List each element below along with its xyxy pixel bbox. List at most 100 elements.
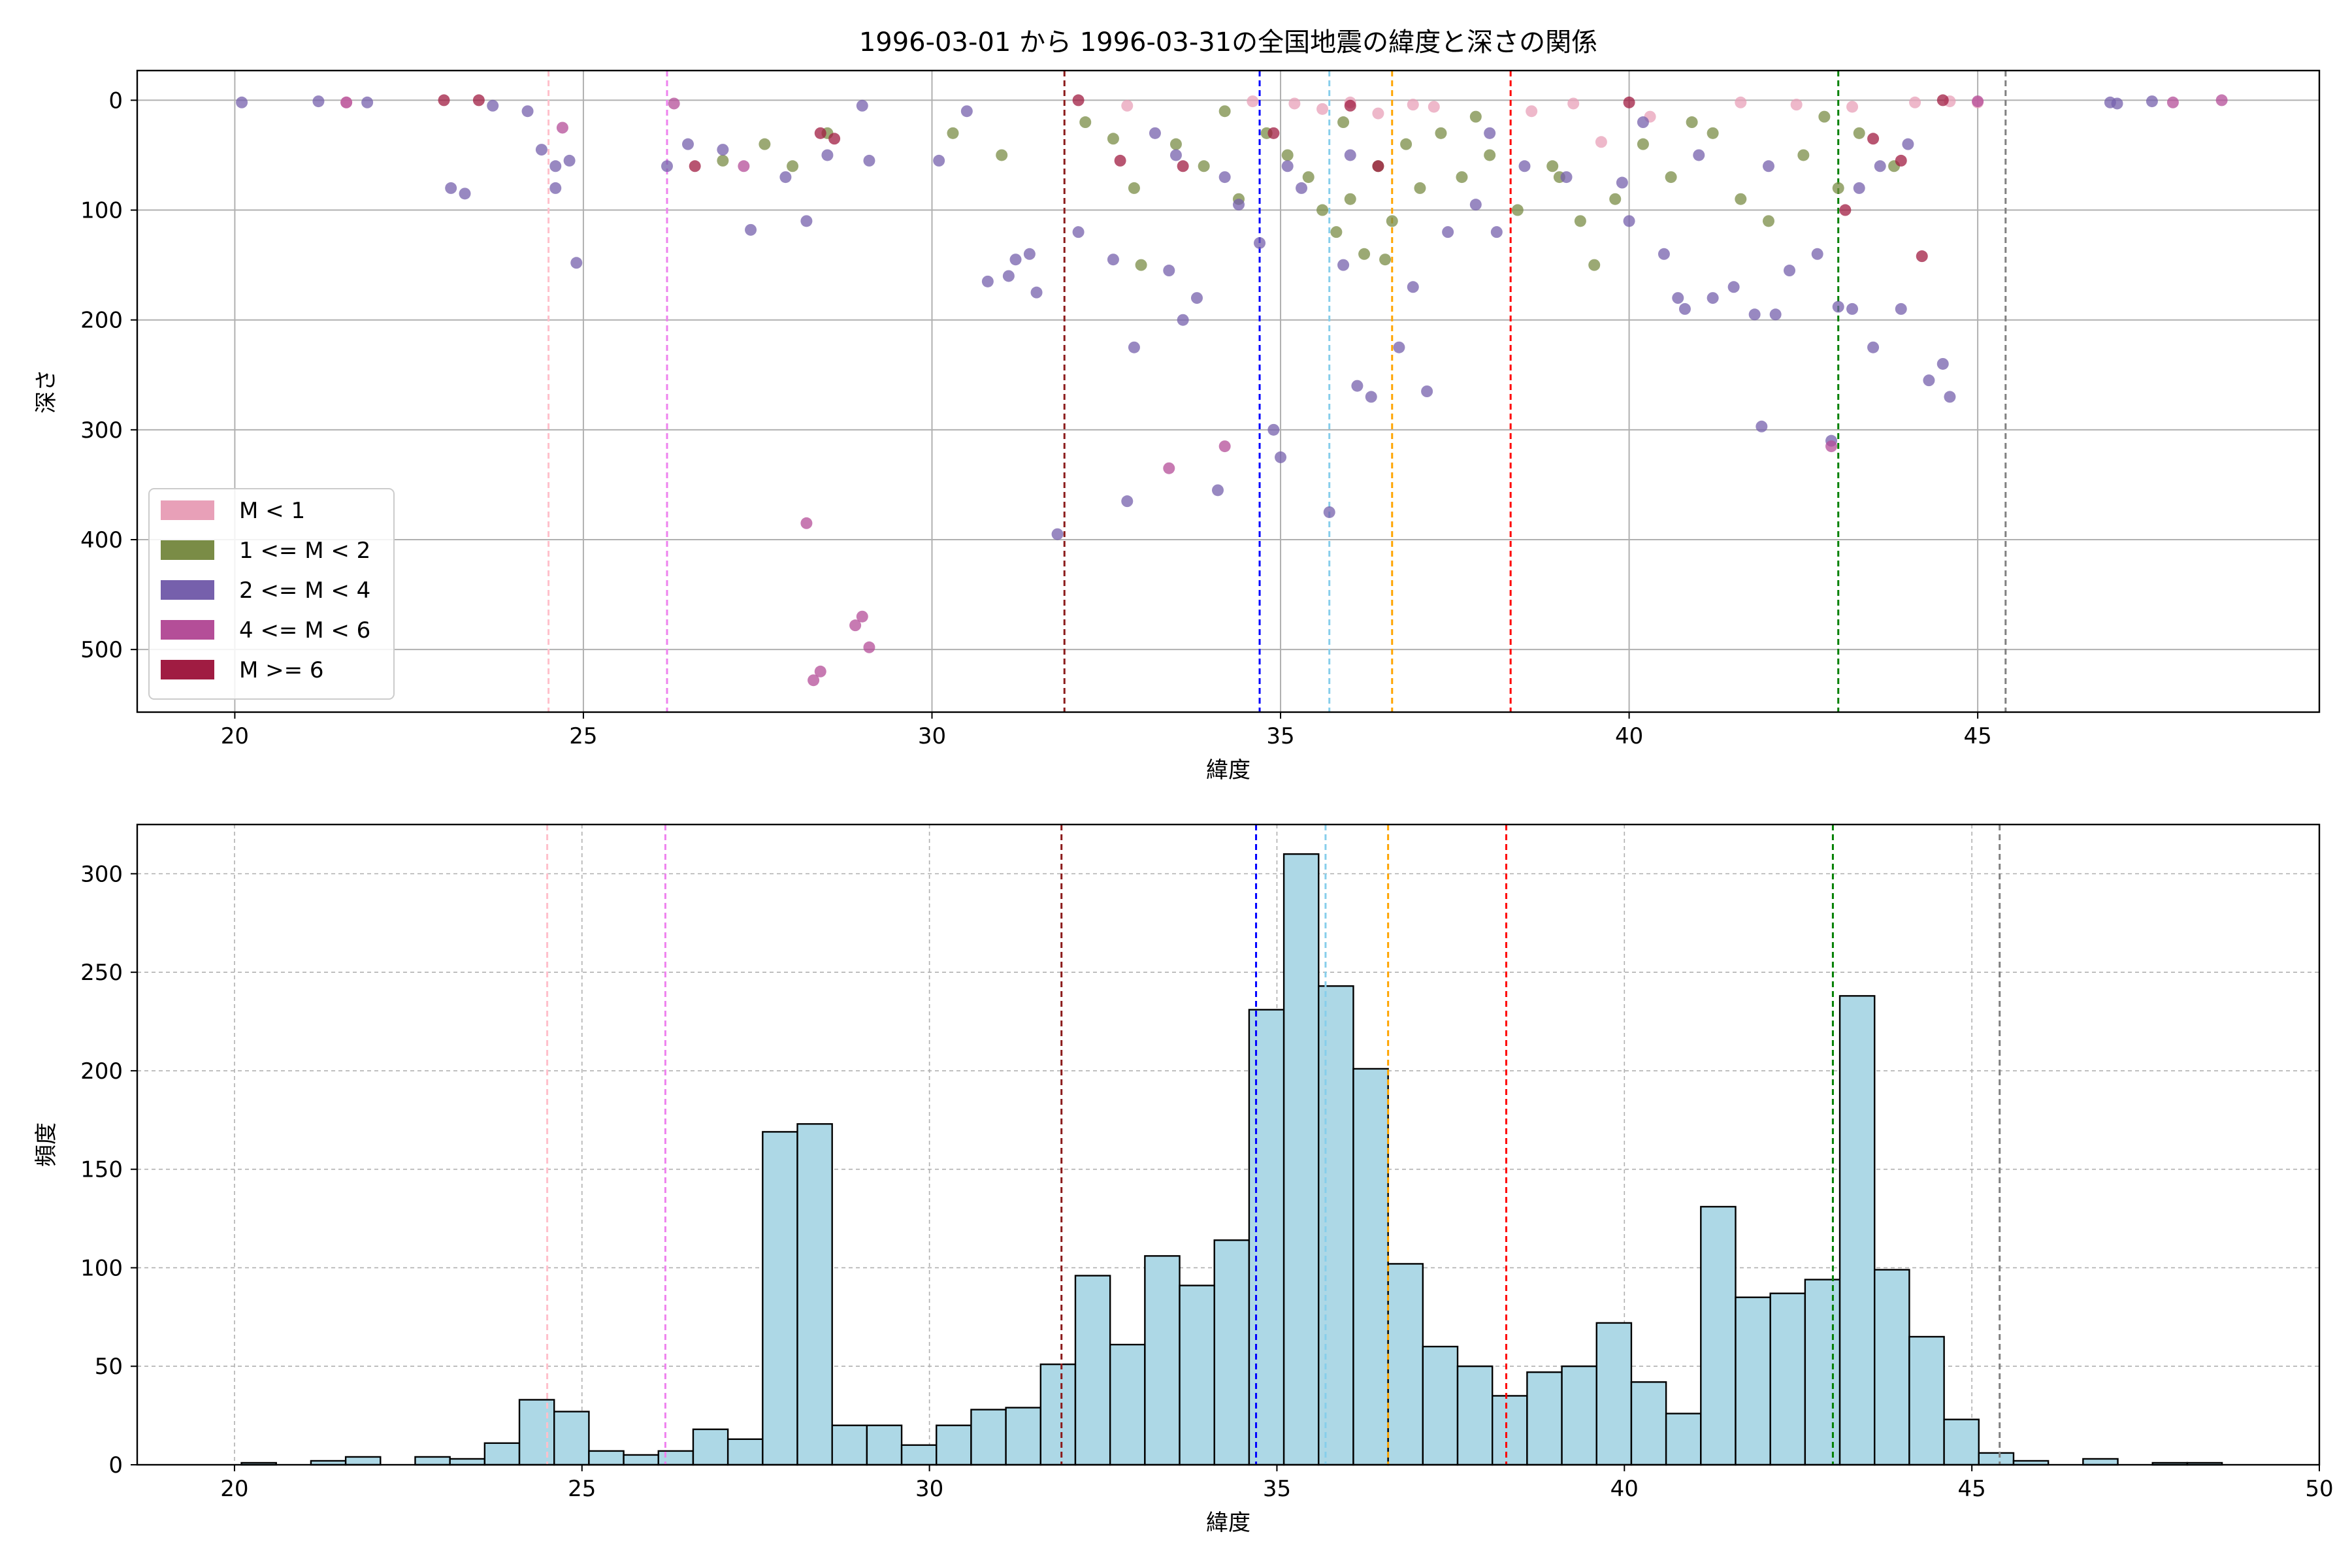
scatter-point — [1107, 133, 1119, 145]
scatter-grid — [137, 71, 2319, 712]
scatter-point — [1107, 253, 1119, 266]
scatter-point — [549, 160, 562, 172]
scatter-point — [1895, 302, 1907, 315]
scatter-point — [947, 127, 959, 139]
histogram-bar — [518, 1399, 555, 1466]
scatter-point — [1693, 149, 1705, 161]
histogram-y-axis-label: 頻度 — [33, 1122, 59, 1167]
scatter-point — [856, 610, 868, 623]
scatter-point — [1316, 103, 1329, 115]
scatter-y-tick-label: 200 — [80, 308, 123, 334]
histogram-y-tick-label: 300 — [80, 861, 123, 887]
histogram-y-tick-label: 100 — [80, 1255, 123, 1281]
histogram-bar — [1005, 1407, 1042, 1466]
scatter-point — [800, 215, 813, 227]
scatter-x-tick-label: 30 — [918, 723, 946, 749]
scatter-point — [863, 154, 875, 167]
scatter-point — [340, 96, 353, 108]
scatter-point — [1756, 420, 1768, 433]
scatter-point — [1169, 138, 1182, 150]
histogram-frame — [136, 823, 2321, 1466]
histogram-panel: 20 25 30 35 40 45 50 0 50 100 150 200 250 300 緯度 頻度 — [33, 823, 2334, 1536]
legend-label: 4 <= M < 6 — [239, 617, 370, 644]
scatter-point — [1128, 182, 1140, 194]
legend-swatch — [161, 620, 214, 640]
scatter-point — [1588, 259, 1601, 271]
scatter-y-tick-label: 400 — [80, 527, 123, 553]
scatter-point — [863, 641, 875, 653]
scatter-point — [1177, 314, 1189, 326]
scatter-point — [2215, 94, 2228, 106]
scatter-point — [521, 105, 534, 118]
scatter-point — [779, 171, 792, 184]
scatter-point — [1198, 160, 1210, 172]
scatter-point — [814, 665, 826, 678]
histogram-bar — [692, 1428, 729, 1466]
scatter-y-tick-label: 100 — [80, 198, 123, 224]
histogram-x-tick-label: 45 — [1958, 1476, 1986, 1502]
scatter-point — [1302, 171, 1315, 184]
scatter-point — [1372, 107, 1384, 120]
histogram-bar — [1561, 1365, 1597, 1466]
scatter-point — [1051, 528, 1064, 540]
histogram-bar — [796, 1123, 833, 1466]
scatter-point — [445, 182, 457, 194]
histogram-y-tick-label: 0 — [108, 1452, 123, 1478]
histogram-bar — [414, 1456, 451, 1466]
scatter-point — [1853, 127, 1865, 139]
scatter-point — [549, 182, 562, 194]
scatter-frame — [136, 69, 2321, 713]
scatter-point — [1484, 149, 1496, 161]
scatter-point — [1114, 154, 1126, 167]
figure-title: 1996-03-01 から 1996-03-31の全国地震の緯度と深さの関係 — [859, 27, 1597, 57]
scatter-point — [1546, 160, 1559, 172]
histogram-bar — [1804, 1279, 1841, 1466]
scatter-point — [1386, 215, 1398, 227]
scatter-point — [689, 160, 701, 172]
histogram-x-tick-label: 25 — [568, 1476, 596, 1502]
scatter-point — [1267, 423, 1280, 436]
scatter-point — [1344, 193, 1356, 205]
scatter-point — [1121, 99, 1134, 112]
histogram-bar — [1630, 1381, 1667, 1466]
histogram-y-tick-label: 50 — [95, 1354, 123, 1380]
scatter-point — [1567, 97, 1580, 110]
scatter-point — [759, 138, 771, 150]
scatter-point — [1818, 110, 1831, 123]
histogram-x-tick-label: 30 — [915, 1476, 943, 1502]
histogram-bar — [1179, 1284, 1215, 1466]
histogram-bar — [1492, 1395, 1528, 1466]
scatter-point — [1281, 149, 1294, 161]
scatter-point — [1832, 301, 1844, 313]
scatter-point — [236, 96, 248, 108]
histogram-y-tick-label: 200 — [80, 1058, 123, 1085]
histogram-bars — [240, 853, 2223, 1466]
scatter-point — [1177, 160, 1189, 172]
scatter-point — [1909, 96, 1921, 108]
scatter-point — [1428, 101, 1440, 113]
scatter-point — [438, 94, 450, 106]
histogram-bar — [727, 1438, 764, 1466]
scatter-point — [828, 133, 841, 145]
scatter-point — [1030, 286, 1043, 299]
scatter-point — [1435, 127, 1447, 139]
scatter-point — [570, 257, 583, 269]
scatter-point — [1072, 94, 1085, 106]
scatter-point — [1149, 127, 1161, 139]
scatter-point — [1923, 374, 1935, 387]
scatter-point — [1351, 380, 1364, 392]
scatter-y-tick-label: 0 — [108, 88, 123, 114]
scatter-point — [1832, 182, 1844, 194]
histogram-reference-lines — [546, 825, 2001, 1465]
scatter-point — [1678, 302, 1691, 315]
histogram-bar — [1213, 1239, 1250, 1466]
histogram-bar — [1526, 1371, 1563, 1466]
scatter-point — [1267, 127, 1280, 139]
histogram-bar — [657, 1450, 694, 1466]
scatter-x-tick-label: 25 — [569, 723, 597, 749]
histogram-x-tick-label: 50 — [2305, 1476, 2333, 1502]
scatter-point — [1595, 136, 1607, 148]
scatter-y-tick-label: 300 — [80, 417, 123, 444]
scatter-point — [1218, 105, 1231, 118]
histogram-x-ticks: 20 25 30 35 40 45 50 — [220, 1465, 2334, 1502]
